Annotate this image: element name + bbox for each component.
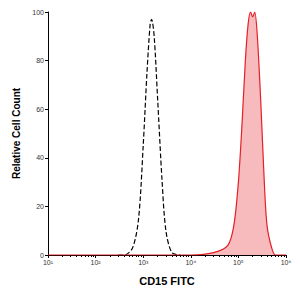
svg-text:CD15 FITC: CD15 FITC [139,275,195,287]
svg-text:10²: 10² [91,259,102,266]
svg-text:10⁴: 10⁴ [185,259,196,266]
svg-text:20: 20 [36,203,44,210]
svg-text:100: 100 [32,9,44,16]
svg-text:80: 80 [36,57,44,64]
svg-text:0: 0 [40,252,44,259]
svg-text:10⁶: 10⁶ [281,259,292,266]
svg-text:60: 60 [36,106,44,113]
svg-text:10¹: 10¹ [43,259,54,266]
svg-text:10⁵: 10⁵ [233,259,244,266]
svg-text:40: 40 [36,154,44,161]
svg-text:Relative Cell Count: Relative Cell Count [11,87,22,179]
svg-text:10³: 10³ [138,259,149,266]
